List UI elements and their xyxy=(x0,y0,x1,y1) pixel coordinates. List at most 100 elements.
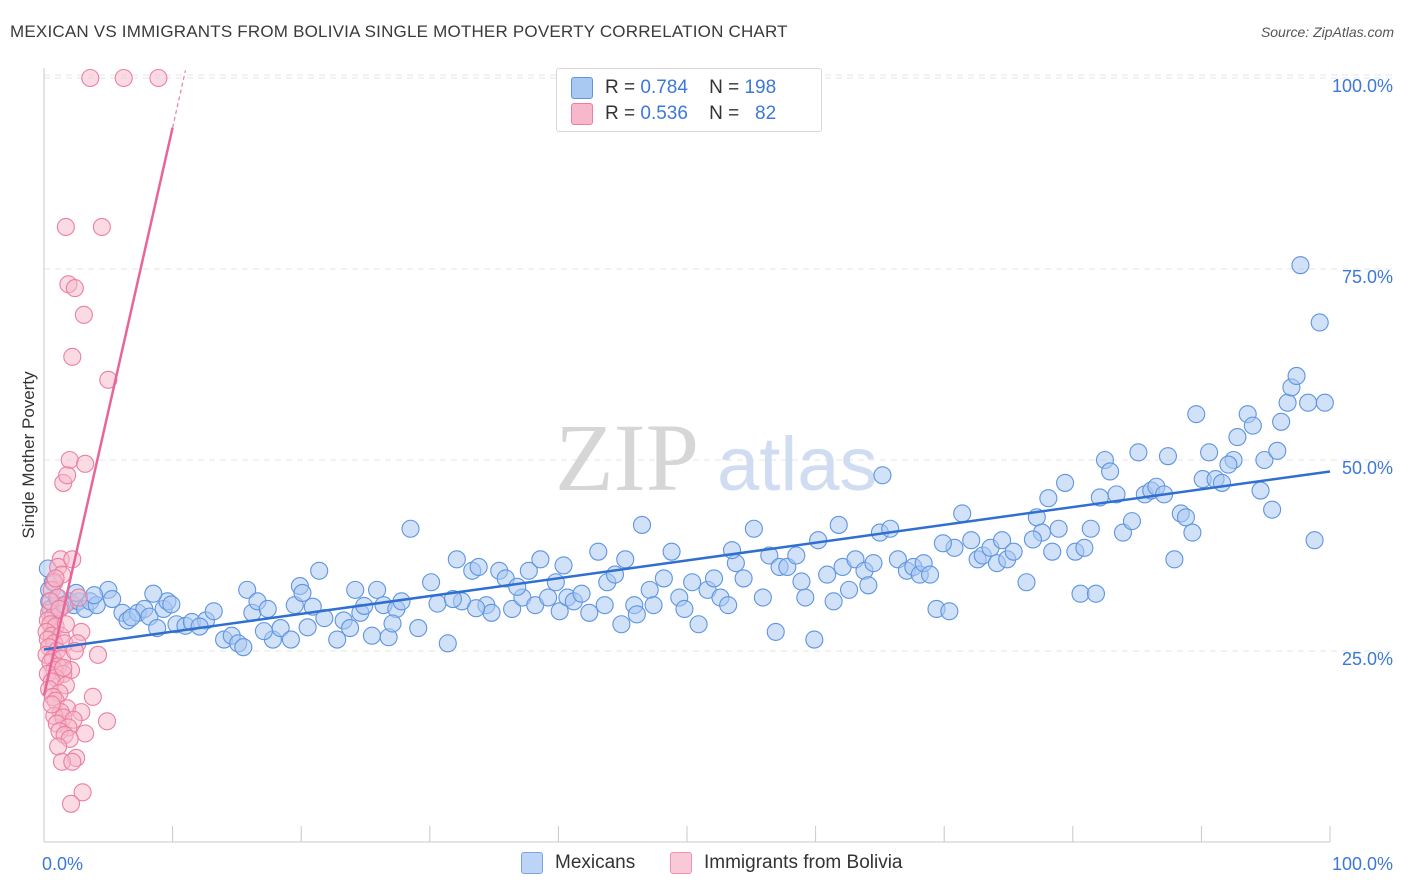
point-mexicans xyxy=(428,594,447,613)
gridlines xyxy=(44,74,1395,652)
point-bolivia xyxy=(49,737,68,756)
y-axis-label: Single Mother Poverty xyxy=(19,371,38,539)
point-mexicans xyxy=(1165,550,1184,569)
y-tick-label: 100.0% xyxy=(1332,76,1393,96)
point-mexicans xyxy=(864,554,883,573)
point-mexicans xyxy=(383,614,402,633)
point-mexicans xyxy=(368,580,387,599)
point-mexicans xyxy=(1278,393,1297,412)
point-mexicans xyxy=(1268,441,1287,460)
point-mexicans xyxy=(572,584,591,603)
point-mexicans xyxy=(1081,519,1100,538)
point-mexicans xyxy=(482,603,501,622)
point-mexicans xyxy=(933,534,952,553)
r-value: 0.784 xyxy=(640,77,688,98)
point-bolivia xyxy=(46,569,65,588)
r-value: 0.536 xyxy=(640,103,688,124)
point-bolivia xyxy=(63,752,82,771)
point-mexicans xyxy=(1287,366,1306,386)
chart-title: MEXICAN VS IMMIGRANTS FROM BOLIVIA SINGL… xyxy=(10,22,788,41)
point-mexicans xyxy=(298,618,317,637)
point-bolivia xyxy=(54,658,73,677)
point-mexicans xyxy=(1129,443,1148,462)
point-mexicans xyxy=(539,588,558,607)
point-mexicans xyxy=(744,519,763,538)
point-mexicans xyxy=(792,572,811,591)
point-mexicans xyxy=(962,531,981,550)
point-mexicans xyxy=(675,599,694,619)
stats-box: R = 0.784 N = 198 R = 0.536 N = 82 xyxy=(556,68,822,132)
point-mexicans xyxy=(1305,531,1324,550)
trend-line-bolivia-extension xyxy=(172,70,187,128)
point-bolivia xyxy=(42,695,61,714)
point-mexicans xyxy=(1049,519,1068,538)
point-mexicans xyxy=(341,619,360,638)
point-mexicans xyxy=(580,603,599,622)
point-mexicans xyxy=(503,599,522,619)
point-bolivia xyxy=(60,450,79,470)
point-mexicans xyxy=(824,592,843,611)
point-mexicans xyxy=(1043,542,1062,561)
stats-row-mexicans: R = 0.784 N = 198 xyxy=(571,77,776,99)
point-bolivia xyxy=(56,217,75,237)
point-mexicans xyxy=(589,542,608,561)
point-mexicans xyxy=(839,580,859,599)
point-mexicans xyxy=(1212,473,1232,492)
point-mexicans xyxy=(103,589,122,609)
point-mexicans xyxy=(595,596,614,615)
point-bolivia xyxy=(63,347,82,366)
legend-label-mexicans: Mexicans xyxy=(555,852,636,873)
point-mexicans xyxy=(689,615,708,634)
point-mexicans xyxy=(662,542,681,561)
point-mexicans xyxy=(293,583,312,602)
point-mexicans xyxy=(796,588,815,607)
point-mexicans xyxy=(1017,573,1036,592)
point-mexicans xyxy=(554,556,573,575)
point-mexicans xyxy=(1228,428,1247,447)
point-mexicans xyxy=(612,615,631,634)
legend-item-mexicans[interactable]: Mexicans xyxy=(521,852,635,874)
point-mexicans xyxy=(85,586,104,605)
point-mexicans xyxy=(1255,450,1274,470)
legend-item-bolivia[interactable]: Immigrants from Bolivia xyxy=(670,852,903,874)
point-mexicans xyxy=(467,599,486,618)
point-bolivia xyxy=(88,645,108,664)
point-bolivia xyxy=(99,370,118,389)
watermark-zip: ZIP xyxy=(555,404,699,511)
point-mexicans xyxy=(362,626,381,645)
point-mexicans xyxy=(805,630,824,649)
point-mexicans xyxy=(734,569,753,588)
legend-swatch-mexicans xyxy=(521,852,543,874)
point-mexicans xyxy=(627,605,646,624)
point-mexicans xyxy=(438,634,457,653)
point-mexicans xyxy=(654,569,673,588)
point-mexicans xyxy=(1315,393,1334,412)
point-bolivia xyxy=(74,305,93,324)
point-mexicans xyxy=(1243,416,1262,435)
point-bolivia xyxy=(81,68,100,88)
point-mexicans xyxy=(281,630,300,649)
point-mexicans xyxy=(443,589,462,609)
point-bolivia xyxy=(92,217,111,237)
r-label: R = xyxy=(605,103,636,124)
y-tick-label: 75.0% xyxy=(1342,267,1393,287)
point-mexicans xyxy=(204,602,223,621)
n-value: 198 xyxy=(744,77,777,98)
point-bolivia xyxy=(73,783,92,802)
point-mexicans xyxy=(719,596,738,615)
r-label: R = xyxy=(605,77,636,98)
point-mexicans xyxy=(644,596,663,615)
point-mexicans xyxy=(238,580,257,599)
point-mexicans xyxy=(328,630,347,649)
point-mexicans xyxy=(809,531,828,550)
series-bolivia xyxy=(37,68,168,813)
x-tick-label: 0.0% xyxy=(42,854,83,874)
point-mexicans xyxy=(787,546,806,565)
point-mexicans xyxy=(310,561,329,580)
point-mexicans xyxy=(1187,405,1206,424)
point-bolivia xyxy=(65,279,84,298)
point-mexicans xyxy=(818,565,837,584)
n-label: N = xyxy=(709,77,740,98)
point-mexicans xyxy=(640,580,659,599)
stats-row-bolivia: R = 0.536 N = 82 xyxy=(571,103,776,125)
